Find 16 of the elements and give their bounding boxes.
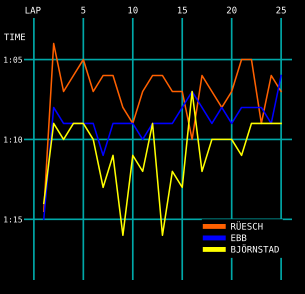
y-tick-label: 1:05 — [4, 56, 22, 63]
y-axis-title: TIME — [4, 34, 26, 40]
legend-label: BJÖRNSTAD — [231, 244, 279, 253]
x-tick-label: 20 — [226, 6, 237, 14]
line-series — [43, 74, 282, 220]
line-series — [43, 42, 282, 212]
line-series — [43, 90, 282, 236]
y-tick-label: 1:10 — [4, 136, 22, 143]
legend-label: RÜESCH — [231, 221, 263, 230]
x-tick-label: 25 — [276, 6, 286, 14]
y-tick-label: 1:15 — [4, 216, 22, 222]
x-tick-label: 15 — [178, 6, 187, 14]
x-tick-label: 5 — [81, 6, 86, 14]
legend-label: EBB — [231, 234, 246, 242]
x-axis-title: LAP — [26, 6, 41, 14]
x-tick-label: 10 — [128, 6, 138, 14]
